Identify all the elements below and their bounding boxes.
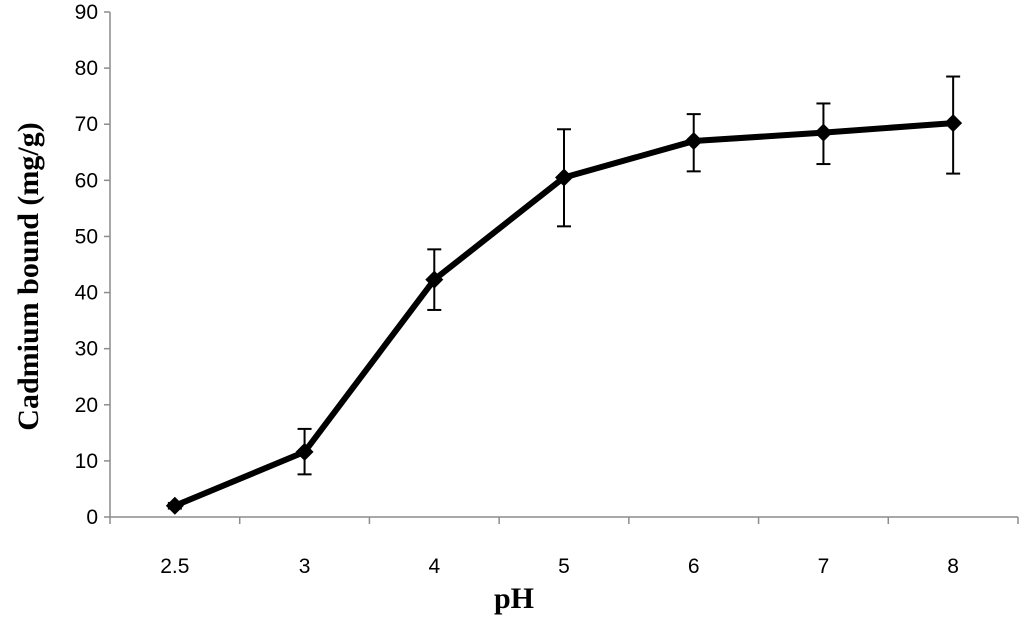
series — [165, 114, 963, 515]
x-tick-label: 8 — [947, 555, 959, 578]
y-tick-label: 40 — [75, 282, 98, 305]
x-axis-title: pH — [494, 582, 534, 615]
x-tick-label: 5 — [558, 555, 570, 578]
data-point — [295, 442, 314, 461]
y-tick-label: 30 — [75, 338, 98, 361]
error-bars — [167, 75, 961, 510]
data-point — [425, 270, 444, 289]
data-point — [814, 123, 833, 142]
data-point — [165, 496, 184, 515]
y-tick-label: 10 — [75, 450, 98, 473]
y-axis-title: Cadmium bound (mg/g) — [12, 122, 45, 430]
y-tick-label: 90 — [75, 1, 98, 24]
y-tick-label: 70 — [75, 113, 98, 136]
data-point — [944, 114, 963, 133]
y-tick-label: 20 — [75, 394, 98, 417]
y-tick-labels: 0 10 20 30 40 50 60 70 80 90 — [75, 1, 98, 529]
x-tick-label: 4 — [428, 555, 440, 578]
data-point — [684, 132, 703, 151]
data-point — [555, 168, 573, 187]
axes — [104, 11, 1019, 524]
y-tick-label: 0 — [86, 506, 98, 529]
x-tick-label: 2.5 — [160, 555, 189, 578]
x-tick-label: 6 — [688, 555, 700, 578]
y-tick-label: 50 — [75, 225, 98, 248]
y-tick-label: 60 — [75, 169, 98, 192]
x-tick-labels: 2.5 3 4 5 6 7 8 — [160, 555, 959, 578]
y-tick-label: 80 — [75, 57, 98, 80]
x-tick-label: 7 — [818, 555, 830, 578]
x-tick-label: 3 — [299, 555, 311, 578]
